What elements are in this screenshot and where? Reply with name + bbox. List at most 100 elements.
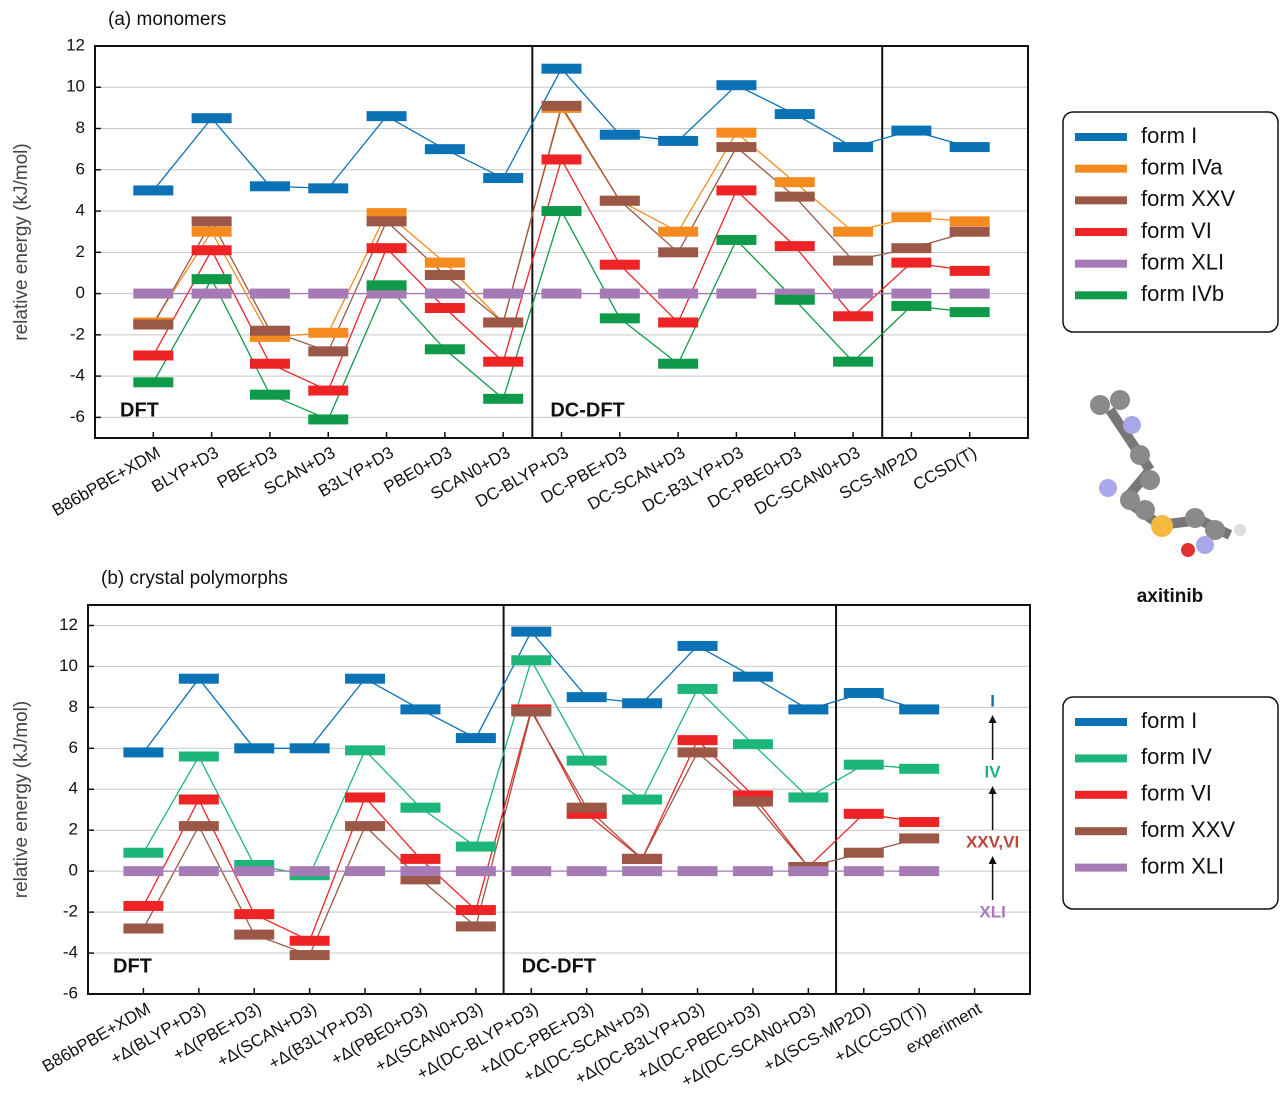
energy-dash [891,289,931,299]
energy-dash [425,303,465,313]
energy-dash [542,206,582,216]
experiment-label: IV [985,762,1002,781]
energy-dash [192,227,232,237]
energy-dash [567,756,607,766]
legend-label: form XXV [1141,186,1235,211]
legend-key [1075,718,1127,726]
energy-dash [788,704,828,714]
experiment-label: I [990,691,995,710]
chart-title: (b) crystal polymorphs [101,568,288,589]
y-tick-label: -6 [70,407,85,426]
energy-dash [600,260,640,270]
energy-dash [899,704,939,714]
energy-dash [622,854,662,864]
atom [1123,416,1141,434]
legend-label: form I [1141,708,1197,733]
atom [1135,500,1155,520]
energy-dash [600,196,640,206]
energy-dash [775,192,815,202]
energy-dash [400,803,440,813]
energy-dash [899,833,939,843]
energy-dash [833,357,873,367]
energy-dash [678,684,718,694]
y-tick-label: 8 [69,697,78,716]
energy-dash [345,866,385,876]
energy-dash [658,289,698,299]
energy-dash [456,842,496,852]
atom [1234,524,1246,536]
energy-dash [542,289,582,299]
energy-dash [400,854,440,864]
group-label: DFT [113,955,152,977]
y-tick-label: 12 [59,615,78,634]
energy-dash [600,313,640,323]
energy-dash [483,173,523,183]
energy-dash [833,227,873,237]
energy-dash [179,866,219,876]
y-tick-label: 8 [76,118,85,137]
energy-dash [542,154,582,164]
energy-dash [192,274,232,284]
energy-dash [192,289,232,299]
energy-dash [833,289,873,299]
legend-label: form VI [1141,781,1212,806]
y-tick-label: 2 [69,820,78,839]
legend-label: form IVa [1141,154,1223,179]
energy-dash [950,266,990,276]
chart: (b) crystal polymorphsrelative energy (k… [11,568,1278,1091]
energy-dash [123,848,163,858]
energy-dash [950,289,990,299]
energy-dash [308,346,348,356]
energy-dash [308,183,348,193]
energy-dash [658,317,698,327]
energy-dash [511,655,551,665]
atom [1185,508,1205,528]
energy-dash [123,923,163,933]
legend-key [1075,165,1127,173]
y-tick-label: -4 [63,943,78,962]
energy-dash [511,706,551,716]
energy-dash [844,688,884,698]
energy-dash [290,743,330,753]
x-tick-label: BLYP+D3 [148,443,221,496]
energy-dash [891,258,931,268]
energy-dash [678,735,718,745]
energy-dash [658,136,698,146]
energy-dash [308,414,348,424]
energy-dash [192,245,232,255]
atom [1140,470,1160,490]
x-tick-label: CCSD(T) [910,443,980,494]
energy-dash [179,821,219,831]
energy-dash [950,307,990,317]
energy-dash [567,803,607,813]
energy-dash [788,866,828,876]
legend-label: form XXV [1141,817,1235,842]
energy-dash [678,866,718,876]
legend-label: form VI [1141,218,1212,243]
y-tick-label: 2 [76,242,85,261]
energy-dash [367,243,407,253]
group-label: DFT [120,399,159,421]
experiment-label: XLI [979,902,1005,921]
y-tick-label: -6 [63,983,78,1002]
energy-dash [483,357,523,367]
energy-dash [367,111,407,121]
energy-dash [716,142,756,152]
energy-dash [891,126,931,136]
energy-dash [622,866,662,876]
energy-dash [133,289,173,299]
y-tick-label: 12 [66,35,85,54]
legend-label: form IV [1141,744,1212,769]
atom [1130,445,1150,465]
energy-dash [133,320,173,330]
energy-dash [658,227,698,237]
energy-dash [658,359,698,369]
molecule-image: axitinib [1090,390,1246,607]
x-tick-label: DC-SCAN+D3 [584,443,688,514]
arrow-head [989,786,997,794]
atom [1090,395,1110,415]
energy-dash [716,80,756,90]
group-label: DC-DFT [522,955,596,977]
y-tick-label: 6 [69,738,78,757]
